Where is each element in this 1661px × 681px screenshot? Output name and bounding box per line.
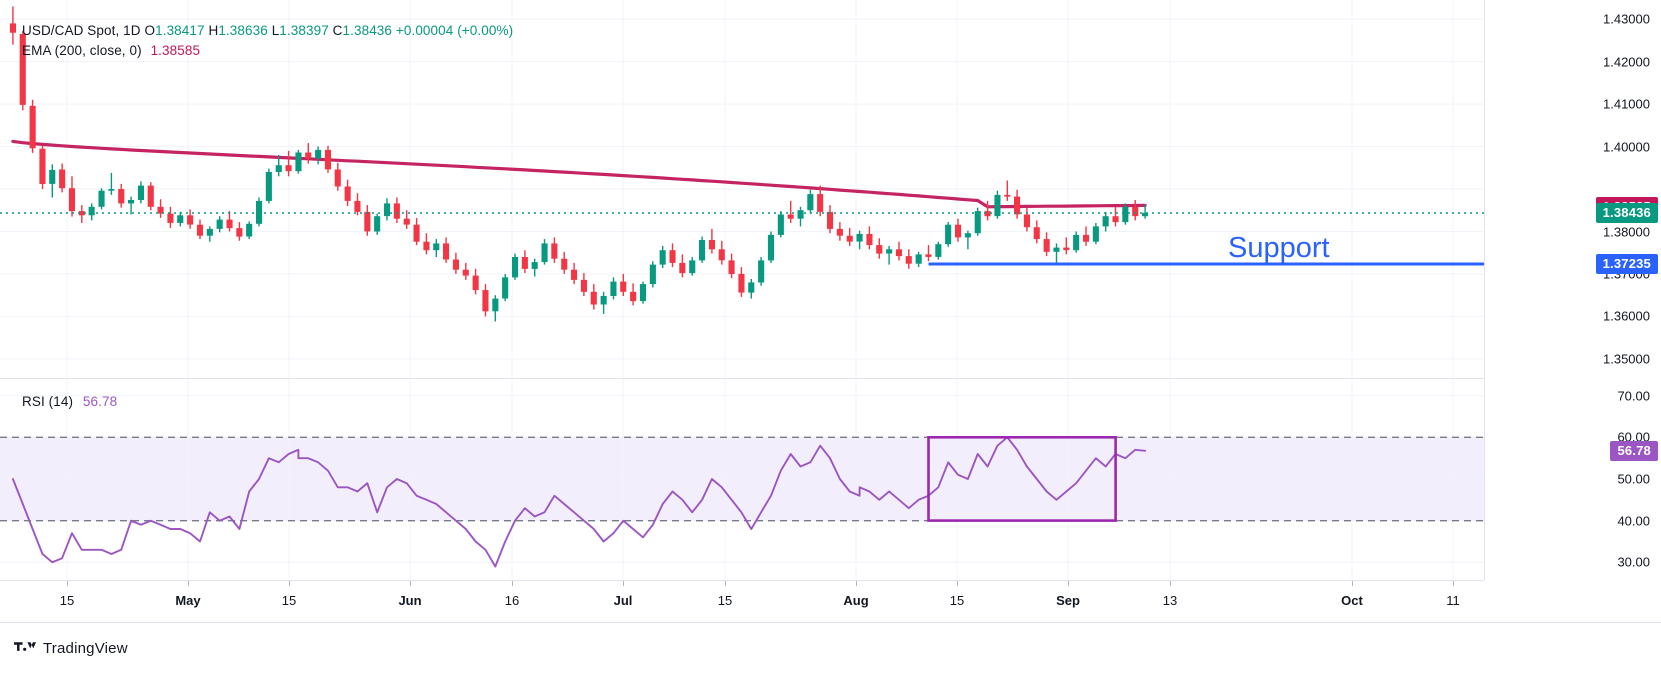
price-axis[interactable]: 1.430001.420001.410001.400001.380001.370… [1484, 0, 1661, 580]
time-tick-label: 15 [717, 593, 733, 608]
rsi-chart-canvas [0, 379, 1484, 579]
time-tick-mark [957, 581, 958, 586]
change-value: +0.00004 (+0.00%) [395, 23, 514, 38]
time-tick-label: 11 [1446, 593, 1460, 608]
price-tick-label: 1.41000 [1603, 96, 1650, 112]
time-tick-label: Oct [1341, 593, 1363, 608]
ema-indicator-value: 1.38585 [150, 43, 201, 58]
high-value: 1.38636 [218, 23, 268, 38]
time-tick-mark [67, 581, 68, 586]
time-tick-mark [512, 581, 513, 586]
support-price-badge[interactable]: 1.37235 [1595, 254, 1658, 274]
time-tick-label: Sep [1056, 593, 1080, 608]
time-tick-mark [623, 581, 624, 586]
time-tick-mark [188, 581, 189, 586]
time-tick-mark [1352, 581, 1353, 586]
time-tick-mark [289, 581, 290, 586]
open-value: 1.38417 [155, 23, 205, 38]
ema-legend[interactable]: EMA (200, close, 0) 1.38585 [22, 43, 200, 58]
time-tick-mark [1170, 581, 1171, 586]
price-tick-label: 1.40000 [1603, 139, 1650, 154]
price-tick-label: 1.38000 [1603, 224, 1650, 239]
close-value: 1.38436 [342, 23, 393, 38]
last-price-badge[interactable]: 1.38436 [1595, 203, 1658, 223]
time-tick-mark [1068, 581, 1069, 586]
rsi-indicator-label: RSI (14) [22, 394, 74, 409]
ema-indicator-label: EMA (200, close, 0) [22, 43, 142, 58]
low-key: L [271, 23, 280, 38]
price-chart-canvas [0, 0, 1484, 378]
price-tick-label: 1.36000 [1603, 308, 1650, 324]
symbol-label: USD/CAD Spot, 1D [22, 23, 141, 38]
tradingview-wordmark: TradingView [43, 640, 128, 657]
time-tick-label: 16 [504, 593, 520, 608]
price-pane[interactable] [0, 0, 1484, 378]
low-value: 1.38397 [279, 23, 329, 38]
time-tick-label: 13 [1162, 593, 1178, 608]
tradingview-mark-icon [14, 641, 36, 651]
time-tick-label: May [175, 593, 201, 608]
tradingview-logo[interactable]: TradingView [14, 640, 128, 657]
close-key: C [332, 23, 343, 38]
time-tick-label: 15 [949, 593, 965, 608]
time-tick-mark [856, 581, 857, 586]
time-tick-mark [1453, 581, 1454, 586]
time-tick-label: Jun [398, 593, 422, 608]
price-tick-label: 1.35000 [1603, 351, 1650, 367]
rsi-tick-label: 50.00 [1617, 471, 1650, 487]
rsi-tick-label: 30.00 [1617, 554, 1650, 570]
rsi-pane[interactable] [0, 379, 1484, 579]
rsi-tick-label: 70.00 [1617, 388, 1650, 404]
time-tick-label: 15 [59, 593, 75, 608]
rsi-tick-label: 40.00 [1617, 513, 1650, 529]
time-tick-mark [410, 581, 411, 586]
rsi-legend[interactable]: RSI (14) 56.78 [22, 394, 117, 409]
time-tick-label: Aug [843, 593, 869, 608]
price-legend[interactable]: USD/CAD Spot, 1D O1.38417 H1.38636 L1.38… [22, 23, 513, 38]
time-tick-mark [725, 581, 726, 586]
price-tick-label: 1.42000 [1603, 54, 1650, 70]
support-annotation-label[interactable]: Support [1228, 232, 1330, 264]
bottom-divider [0, 622, 1661, 623]
open-key: O [144, 23, 156, 38]
time-axis[interactable]: 15 May 15 Jun 16 Jul 15 Aug 15 Sep 13 Oct 11 [0, 580, 1484, 623]
high-key: H [208, 23, 219, 38]
price-tick-label: 1.43000 [1603, 11, 1650, 27]
time-tick-label: 15 [281, 593, 297, 608]
pane-divider [0, 378, 1484, 379]
rsi-indicator-value: 56.78 [82, 394, 118, 409]
time-tick-label: Jul [613, 593, 633, 608]
rsi-value-badge[interactable]: 56.78 [1610, 440, 1658, 461]
